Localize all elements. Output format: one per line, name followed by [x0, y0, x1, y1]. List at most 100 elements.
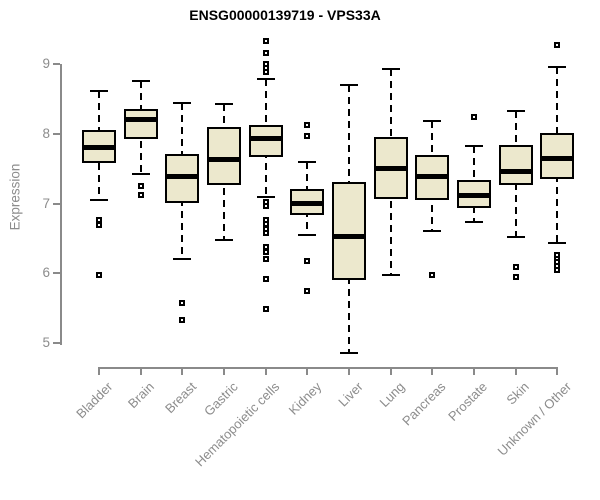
median-line — [84, 145, 114, 151]
y-axis-line — [60, 64, 62, 345]
outlier-point — [554, 267, 561, 274]
median-line — [250, 136, 281, 142]
whisker-cap-high — [423, 120, 442, 123]
outlier-point — [304, 288, 311, 295]
x-axis-tick — [347, 368, 350, 375]
whisker-cap-low — [381, 274, 400, 277]
chart-title: ENSG00000139719 - VPS33A — [189, 7, 381, 23]
x-axis-tick — [139, 368, 142, 375]
whisker-cap-high — [131, 80, 150, 83]
outlier-point — [96, 271, 102, 278]
median-line — [125, 116, 156, 122]
x-tick-label: Breast — [161, 379, 199, 417]
median-line — [458, 192, 489, 198]
x-tick-label: Brain — [125, 379, 158, 412]
outlier-point — [262, 49, 269, 56]
box-rect — [331, 181, 366, 280]
x-axis-tick — [556, 368, 559, 375]
x-tick-label: Gastric — [200, 379, 241, 419]
median-line — [208, 157, 239, 163]
x-axis-tick — [389, 368, 392, 375]
outlier-point — [429, 271, 436, 278]
x-axis-tick — [514, 368, 517, 375]
whisker-cap-low — [464, 220, 483, 223]
median-line — [292, 201, 323, 206]
x-tick-label: Kidney — [285, 379, 324, 418]
outlier-point — [262, 256, 269, 263]
x-axis-tick — [472, 368, 475, 375]
median-line — [500, 168, 531, 174]
whisker-cap-low — [256, 195, 275, 198]
whisker-cap-low — [131, 173, 150, 176]
whisker-cap-high — [506, 109, 525, 112]
outlier-point — [304, 122, 311, 129]
x-tick-label: Liver — [334, 379, 366, 410]
y-axis-tick — [53, 272, 60, 275]
x-axis-tick — [431, 368, 434, 375]
x-axis-tick — [306, 368, 309, 375]
whisker-cap-high — [381, 67, 400, 70]
y-tick-label: 9 — [42, 56, 50, 71]
whisker-cap-high — [256, 78, 275, 81]
outlier-point — [262, 275, 269, 282]
y-axis-tick — [53, 342, 60, 344]
y-axis-tick — [53, 63, 60, 65]
outlier-point — [262, 203, 269, 210]
outlier-point — [512, 273, 519, 280]
x-tick-label: Prostate — [445, 379, 491, 424]
outlier-point — [262, 37, 269, 44]
whisker-cap-low — [90, 199, 108, 201]
whisker-cap-high — [90, 89, 108, 92]
y-axis-tick — [53, 202, 60, 205]
whisker-cap-high — [548, 65, 567, 68]
whisker-cap-low — [298, 233, 317, 236]
median-line — [333, 233, 364, 239]
x-tick-label: Unknown / Other — [494, 379, 574, 459]
whisker-cap-low — [339, 351, 358, 354]
x-axis-tick — [264, 368, 267, 375]
x-axis-tick — [181, 368, 184, 375]
x-axis-tick — [222, 368, 225, 375]
median-line — [417, 174, 448, 180]
whisker-cap-high — [339, 83, 358, 86]
outlier-point — [179, 300, 186, 307]
whisker-cap-low — [423, 230, 442, 233]
median-line — [167, 173, 198, 179]
y-tick-label: 7 — [42, 195, 50, 211]
outlier-point — [179, 316, 186, 323]
box-rect — [498, 144, 533, 185]
x-tick-label: Pancreas — [399, 379, 449, 429]
x-axis-tick — [98, 368, 100, 375]
y-axis-label: Expression — [7, 163, 23, 231]
whisker-cap-low — [506, 235, 525, 238]
outlier-point — [262, 249, 269, 256]
whisker-cap-low — [548, 241, 567, 244]
whisker-cap-high — [298, 160, 317, 163]
whisker-cap-high — [464, 144, 483, 147]
outlier-point — [304, 132, 311, 139]
median-line — [542, 155, 573, 161]
y-tick-label: 6 — [42, 265, 50, 281]
median-line — [375, 166, 406, 172]
box-rect — [123, 108, 158, 140]
outlier-point — [262, 229, 269, 236]
y-axis-tick — [53, 132, 60, 135]
box-rect — [206, 126, 241, 185]
whisker-cap-high — [173, 102, 192, 105]
outlier-point — [96, 222, 102, 229]
y-tick-label: 5 — [42, 335, 50, 350]
whisker-cap-low — [214, 239, 233, 242]
y-tick-label: 8 — [42, 125, 50, 141]
outlier-point — [262, 305, 269, 312]
x-tick-label: Lung — [376, 379, 408, 411]
x-tick-label: Bladder — [73, 379, 116, 422]
x-axis-line — [98, 367, 559, 369]
outlier-point — [262, 68, 269, 75]
outlier-point — [304, 258, 311, 265]
whisker-cap-low — [173, 257, 192, 260]
whisker-cap-high — [214, 102, 233, 105]
x-tick-label: Skin — [503, 379, 533, 408]
outlier-point — [470, 114, 477, 120]
outlier-point — [137, 183, 144, 190]
